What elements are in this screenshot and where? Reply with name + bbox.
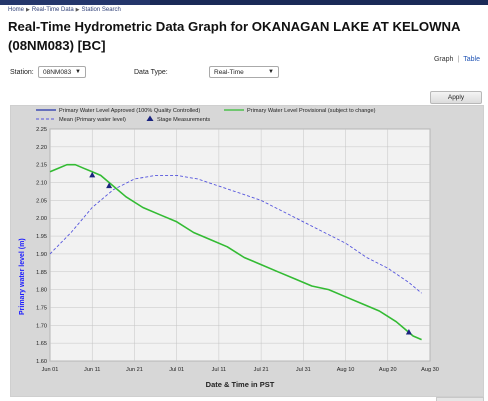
y-tick-label: 2.00 bbox=[36, 216, 47, 222]
table-view-link[interactable]: Table bbox=[463, 56, 480, 63]
stage-measurement-marker bbox=[106, 182, 113, 189]
page-title: Real-Time Hydrometric Data Graph for OKA… bbox=[8, 19, 461, 53]
stage-measurement-marker bbox=[405, 328, 412, 335]
y-tick-label: 1.85 bbox=[36, 270, 47, 276]
stage-measurements bbox=[89, 171, 412, 335]
bottom-button[interactable] bbox=[436, 397, 484, 401]
water-level-chart: Primary Water Level Approved (100% Quali… bbox=[19, 108, 439, 389]
y-tick-label: 1.95 bbox=[36, 234, 47, 240]
x-tick-label: Jun 01 bbox=[42, 367, 59, 373]
station-select-value: 08NM083 bbox=[43, 69, 72, 76]
breadcrumb-separator-icon: ▶ bbox=[75, 7, 80, 13]
y-tick-label: 2.15 bbox=[36, 163, 47, 169]
y-tick-label: 1.70 bbox=[36, 323, 47, 329]
y-tick-label: 1.80 bbox=[36, 288, 47, 294]
breadcrumb-home[interactable]: Home bbox=[8, 7, 25, 13]
chevron-down-icon: ▼ bbox=[75, 69, 81, 75]
x-axis-label: Date & Time in PST bbox=[206, 380, 275, 389]
x-tick-label: Jul 11 bbox=[212, 367, 227, 373]
plot-area bbox=[49, 128, 431, 362]
station-label: Station: bbox=[10, 69, 34, 76]
breadcrumb-station-search[interactable]: Station Search bbox=[81, 7, 121, 13]
y-tick-label: 2.20 bbox=[36, 145, 47, 151]
legend-label-provisional: Primary Water Level Provisional (subject… bbox=[247, 108, 376, 114]
view-separator: | bbox=[457, 56, 460, 63]
legend-stage-triangle-icon bbox=[146, 115, 154, 121]
station-select[interactable]: 08NM083 ▼ bbox=[38, 66, 86, 78]
x-tick-label: Aug 20 bbox=[379, 367, 397, 373]
y-tick-label: 2.05 bbox=[36, 198, 47, 204]
view-switcher: Graph | Table bbox=[434, 56, 480, 63]
x-tick-label: Aug 30 bbox=[421, 367, 439, 373]
x-axis-ticks: Jun 01 Jun 11 Jun 21 Jul 01 Jul 11 Jul 21 Jul … bbox=[42, 367, 439, 373]
x-tick-label: Aug 10 bbox=[337, 367, 355, 373]
y-tick-label: 1.75 bbox=[36, 305, 47, 311]
x-tick-label: Jun 11 bbox=[84, 367, 100, 373]
legend-label-approved: Primary Water Level Approved (100% Quali… bbox=[59, 108, 200, 114]
graph-view-link[interactable]: Graph bbox=[433, 56, 454, 63]
data-type-label: Data Type: bbox=[134, 69, 168, 76]
breadcrumb: Home ▶ Real-Time Data ▶ Station Search bbox=[8, 7, 121, 13]
y-axis-label: Primary water level (m) bbox=[19, 238, 26, 315]
y-tick-label: 1.90 bbox=[36, 252, 47, 258]
y-axis-ticks: 1.60 1.65 1.70 1.75 1.80 1.85 1.90 1.95 2.00 2.05… bbox=[36, 127, 47, 365]
data-type-select-value: Real-Time bbox=[214, 69, 244, 76]
y-tick-label: 2.10 bbox=[36, 181, 47, 187]
site-header-left bbox=[0, 0, 150, 5]
series-mean-line bbox=[49, 174, 422, 294]
x-tick-label: Jul 01 bbox=[169, 367, 184, 373]
x-tick-label: Jun 21 bbox=[126, 367, 143, 373]
stage-measurement-marker bbox=[89, 171, 96, 178]
breadcrumb-real-time-data[interactable]: Real-Time Data bbox=[31, 7, 74, 13]
chart-legend: Primary Water Level Approved (100% Quali… bbox=[36, 108, 376, 123]
legend-label-mean: Mean (Primary water level) bbox=[59, 117, 126, 123]
data-type-select[interactable]: Real-Time ▼ bbox=[209, 66, 279, 78]
chart-series bbox=[49, 163, 422, 341]
site-header-bar bbox=[0, 0, 488, 5]
x-tick-label: Jul 21 bbox=[254, 367, 269, 373]
series-provisional-line bbox=[49, 163, 422, 341]
legend-label-stage: Stage Measurements bbox=[157, 117, 210, 123]
apply-button[interactable]: Apply bbox=[430, 91, 482, 104]
breadcrumb-separator-icon: ▶ bbox=[26, 7, 30, 13]
x-tick-label: Jul 31 bbox=[296, 367, 311, 373]
y-tick-label: 2.25 bbox=[36, 127, 47, 133]
y-tick-label: 1.60 bbox=[36, 359, 47, 365]
chevron-down-icon: ▼ bbox=[268, 69, 274, 75]
y-tick-label: 1.65 bbox=[36, 341, 47, 347]
